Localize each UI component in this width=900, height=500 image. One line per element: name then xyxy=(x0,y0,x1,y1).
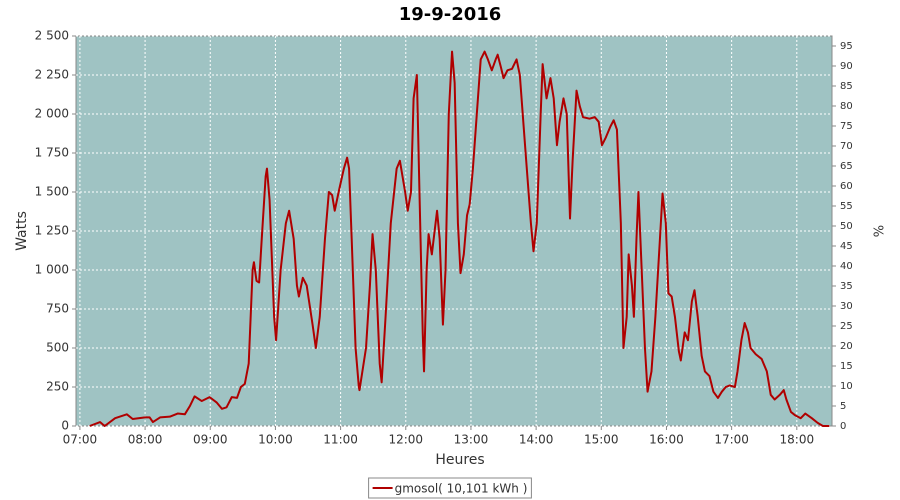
y-tick-label: 2 250 xyxy=(35,68,69,82)
y2-tick-label: 25 xyxy=(840,321,853,332)
y2-tick-label: 65 xyxy=(840,161,853,172)
y2-axis-label: % xyxy=(873,225,888,237)
legend: gmosol( 10,101 kWh ) xyxy=(368,477,532,499)
x-tick-label: 12:00 xyxy=(388,433,423,447)
y-axis-label: Watts xyxy=(14,211,30,251)
y2-tick-label: 75 xyxy=(840,121,853,132)
y2-tick-label: 70 xyxy=(840,141,853,152)
x-tick-label: 14:00 xyxy=(519,433,554,447)
y2-tick-label: 85 xyxy=(840,81,853,92)
x-tick-label: 08:00 xyxy=(128,433,163,447)
y2-tick-label: 10 xyxy=(840,381,853,392)
y2-tick-label: 55 xyxy=(840,201,853,212)
x-tick-label: 13:00 xyxy=(454,433,489,447)
x-tick-label: 16:00 xyxy=(649,433,684,447)
x-tick-label: 07:00 xyxy=(63,433,98,447)
y2-tick-label: 90 xyxy=(840,61,853,72)
y-tick-label: 2 000 xyxy=(35,107,69,121)
y2-tick-label: 45 xyxy=(840,241,853,252)
legend-box xyxy=(368,477,532,499)
y2-tick-label: 95 xyxy=(840,41,853,52)
legend-label: gmosol( 10,101 kWh ) xyxy=(395,482,528,496)
x-tick-label: 17:00 xyxy=(714,433,749,447)
y2-tick-label: 35 xyxy=(840,281,853,292)
y-tick-label: 500 xyxy=(46,341,69,355)
y2-tick-label: 0 xyxy=(840,421,846,432)
y-tick-label: 250 xyxy=(46,380,69,394)
x-tick-label: 18:00 xyxy=(780,433,815,447)
y2-tick-label: 50 xyxy=(840,221,853,232)
y-tick-label: 1 000 xyxy=(35,263,69,277)
x-tick-label: 09:00 xyxy=(193,433,228,447)
y-tick-label: 1 500 xyxy=(35,185,69,199)
y2-tick-label: 15 xyxy=(840,361,853,372)
y2-tick-label: 20 xyxy=(840,341,853,352)
y2-tick-label: 60 xyxy=(840,181,853,192)
y2-tick-label: 30 xyxy=(840,301,853,312)
chart-title: 19-9-2016 xyxy=(399,4,502,25)
y-tick-label: 0 xyxy=(61,419,69,433)
y-tick-label: 750 xyxy=(46,302,69,316)
y-tick-label: 1 750 xyxy=(35,146,69,160)
x-tick-label: 10:00 xyxy=(258,433,293,447)
x-tick-label: 15:00 xyxy=(584,433,619,447)
x-tick-label: 11:00 xyxy=(323,433,358,447)
y2-tick-label: 40 xyxy=(840,261,853,272)
x-axis-label: Heures xyxy=(435,452,484,468)
y-tick-label: 2 500 xyxy=(35,29,69,43)
y2-tick-label: 5 xyxy=(840,401,846,412)
y2-tick-label: 80 xyxy=(840,101,853,112)
y-tick-label: 1 250 xyxy=(35,224,69,238)
series-line xyxy=(89,50,830,427)
